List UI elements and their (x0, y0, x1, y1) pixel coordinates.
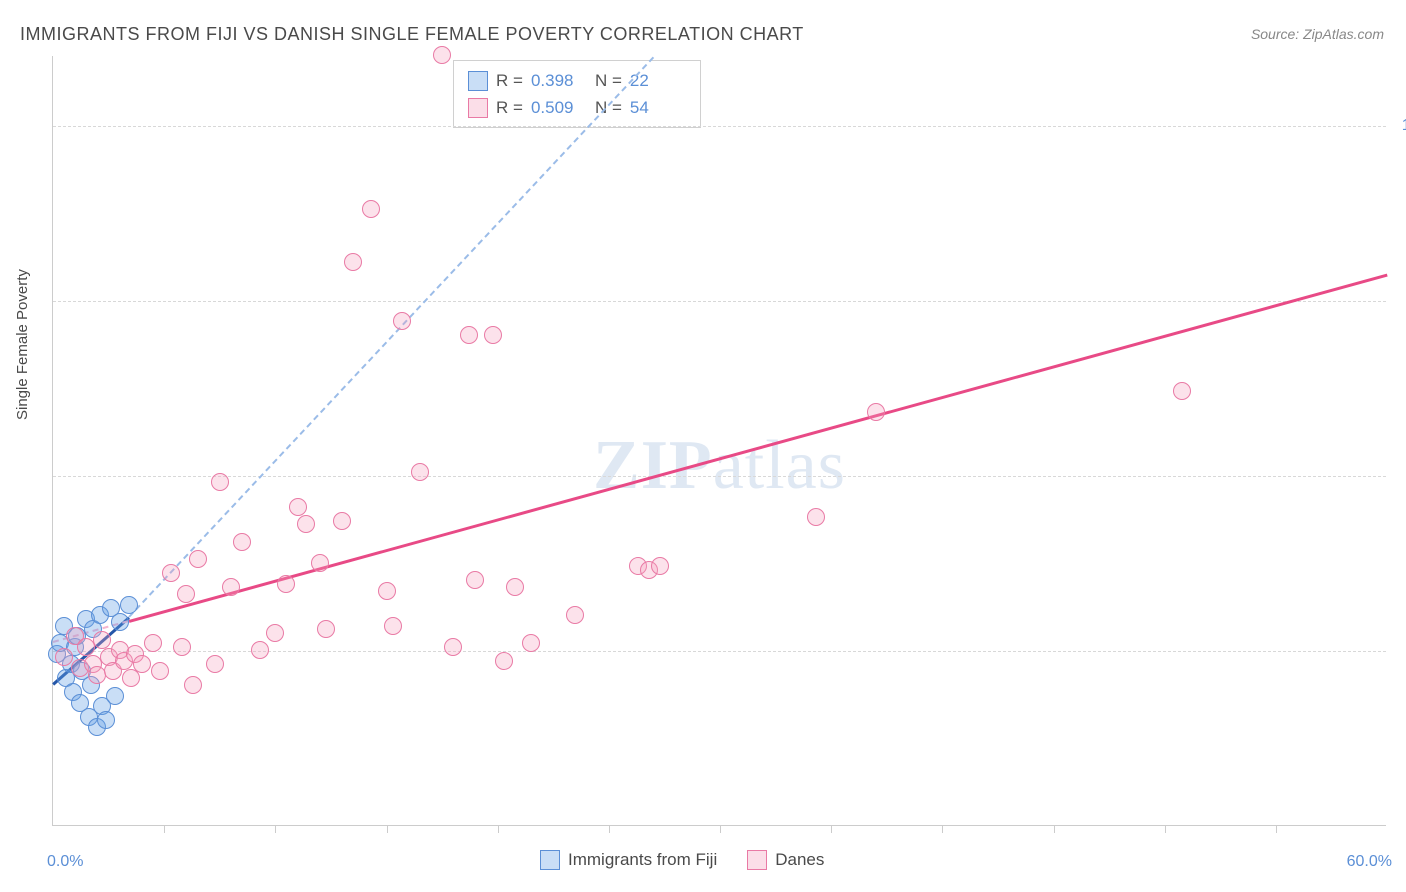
x-tick (942, 825, 943, 833)
gridline (53, 301, 1386, 302)
source-attribution: Source: ZipAtlas.com (1251, 26, 1384, 42)
data-point (433, 46, 451, 64)
x-tick (1165, 825, 1166, 833)
data-point (144, 634, 162, 652)
chart-title: IMMIGRANTS FROM FIJI VS DANISH SINGLE FE… (20, 24, 804, 45)
watermark-rest: atlas (713, 427, 846, 504)
chart-container: IMMIGRANTS FROM FIJI VS DANISH SINGLE FE… (0, 0, 1406, 892)
data-point (807, 508, 825, 526)
data-point (222, 578, 240, 596)
x-tick-label: 60.0% (1347, 853, 1392, 871)
data-point (522, 634, 540, 652)
swatch-pink-icon (468, 98, 488, 118)
x-tick (609, 825, 610, 833)
data-point (506, 578, 524, 596)
data-point (177, 585, 195, 603)
data-point (378, 582, 396, 600)
data-point (206, 655, 224, 673)
n-label: N = (595, 67, 622, 94)
data-point (151, 662, 169, 680)
swatch-blue-icon (540, 850, 560, 870)
x-tick (1276, 825, 1277, 833)
gridline (53, 126, 1386, 127)
trend-line (128, 56, 654, 617)
r-label: R = (496, 94, 523, 121)
y-tick-label: 100.0% (1396, 117, 1406, 135)
swatch-pink-icon (747, 850, 767, 870)
y-tick-label: 75.0% (1396, 292, 1406, 310)
data-point (393, 312, 411, 330)
data-point (344, 253, 362, 271)
r-value: 0.398 (531, 67, 587, 94)
data-point (297, 515, 315, 533)
data-point (317, 620, 335, 638)
data-point (133, 655, 151, 673)
correlation-row-danes: R = 0.509 N = 54 (468, 94, 686, 121)
legend-item-danes: Danes (747, 850, 824, 870)
data-point (460, 326, 478, 344)
correlation-legend: R = 0.398 N = 22 R = 0.509 N = 54 (453, 60, 701, 128)
data-point (233, 533, 251, 551)
data-point (106, 687, 124, 705)
data-point (289, 498, 307, 516)
data-point (444, 638, 462, 656)
data-point (362, 200, 380, 218)
watermark: ZIPatlas (593, 426, 846, 506)
n-label: N = (595, 94, 622, 121)
series-legend: Immigrants from Fiji Danes (540, 850, 824, 870)
data-point (111, 613, 129, 631)
data-point (651, 557, 669, 575)
data-point (277, 575, 295, 593)
data-point (333, 512, 351, 530)
x-tick (831, 825, 832, 833)
x-tick (387, 825, 388, 833)
x-tick (164, 825, 165, 833)
data-point (120, 596, 138, 614)
data-point (184, 676, 202, 694)
correlation-row-fiji: R = 0.398 N = 22 (468, 67, 686, 94)
data-point (566, 606, 584, 624)
n-value: 54 (630, 94, 686, 121)
data-point (495, 652, 513, 670)
swatch-blue-icon (468, 71, 488, 91)
r-label: R = (496, 67, 523, 94)
data-point (173, 638, 191, 656)
x-tick-label: 0.0% (47, 853, 83, 871)
data-point (867, 403, 885, 421)
data-point (251, 641, 269, 659)
legend-label: Immigrants from Fiji (568, 850, 717, 870)
x-tick (498, 825, 499, 833)
data-point (97, 711, 115, 729)
data-point (466, 571, 484, 589)
y-tick-label: 25.0% (1396, 642, 1406, 660)
data-point (311, 554, 329, 572)
data-point (162, 564, 180, 582)
x-tick (275, 825, 276, 833)
data-point (93, 631, 111, 649)
x-tick (720, 825, 721, 833)
x-tick (1054, 825, 1055, 833)
r-value: 0.509 (531, 94, 587, 121)
data-point (211, 473, 229, 491)
data-point (484, 326, 502, 344)
plot-area: ZIPatlas R = 0.398 N = 22 R = 0.509 N = … (52, 56, 1386, 826)
data-point (189, 550, 207, 568)
data-point (384, 617, 402, 635)
data-point (266, 624, 284, 642)
gridline (53, 476, 1386, 477)
data-point (1173, 382, 1191, 400)
legend-item-fiji: Immigrants from Fiji (540, 850, 717, 870)
y-axis-label: Single Female Poverty (14, 269, 31, 420)
legend-label: Danes (775, 850, 824, 870)
y-tick-label: 50.0% (1396, 467, 1406, 485)
data-point (411, 463, 429, 481)
